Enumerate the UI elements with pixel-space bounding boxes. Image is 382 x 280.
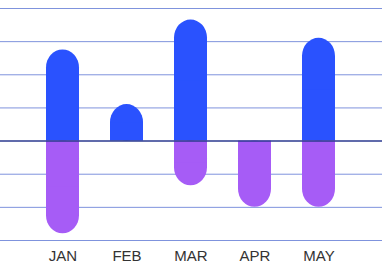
svg-text:JAN: JAN bbox=[49, 247, 77, 264]
svg-text:MAY: MAY bbox=[303, 247, 334, 264]
svg-text:APR: APR bbox=[240, 247, 271, 264]
svg-text:FEB: FEB bbox=[112, 247, 141, 264]
svg-text:MAR: MAR bbox=[174, 247, 208, 264]
